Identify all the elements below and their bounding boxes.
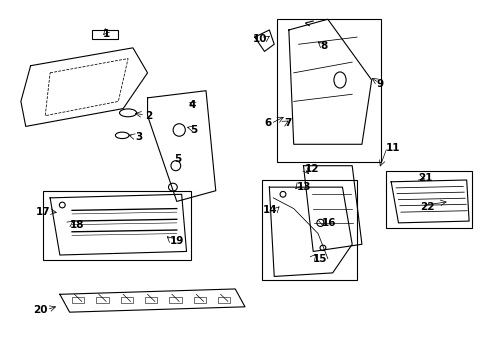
Text: 13: 13 [297,182,312,192]
Text: 16: 16 [321,218,336,228]
Text: 7: 7 [284,118,292,128]
Text: 21: 21 [418,173,433,183]
Bar [97,297,109,303]
Text: 17: 17 [35,207,50,217]
Text: 11: 11 [386,143,401,153]
Text: 4: 4 [189,100,196,110]
Text: 9: 9 [376,78,384,89]
Text: 5: 5 [191,125,197,135]
Text: 18: 18 [70,220,84,230]
Text: 19: 19 [170,236,184,246]
Text: 2: 2 [145,111,152,121]
Bar [277,19,381,162]
Bar [72,297,84,303]
Bar [262,180,357,280]
Bar [386,171,471,228]
Text: 8: 8 [320,41,328,51]
Text: 22: 22 [420,202,435,212]
Bar [121,297,133,303]
Bar [43,191,192,260]
Text: 14: 14 [263,205,278,215]
Bar [145,297,157,303]
Bar [92,30,118,39]
Bar [170,297,182,303]
Text: 12: 12 [304,164,319,174]
Text: 6: 6 [265,118,272,128]
Bar [218,297,230,303]
Text: 1: 1 [102,28,110,39]
Text: 5: 5 [174,154,182,163]
Bar [194,297,206,303]
Text: 20: 20 [33,305,48,315]
Text: 15: 15 [313,253,328,264]
Text: 10: 10 [252,34,267,44]
Text: 3: 3 [135,132,143,142]
